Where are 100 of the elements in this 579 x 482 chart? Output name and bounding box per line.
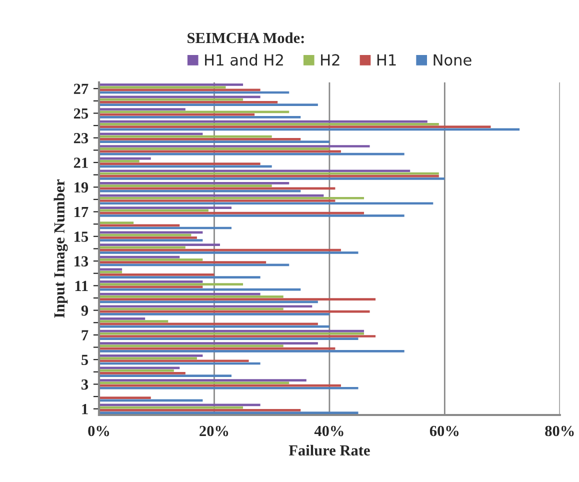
bar bbox=[99, 313, 330, 316]
bar bbox=[99, 338, 358, 340]
bar bbox=[99, 148, 330, 150]
bar bbox=[99, 298, 376, 300]
y-axis-title: Input Image Number bbox=[54, 179, 68, 318]
bar bbox=[99, 354, 203, 357]
bar bbox=[99, 138, 301, 140]
bar bbox=[99, 404, 260, 406]
bar bbox=[99, 408, 301, 412]
bar bbox=[99, 372, 186, 374]
bar bbox=[99, 236, 197, 239]
bar bbox=[99, 374, 232, 377]
y-tick-label: 27 bbox=[74, 84, 88, 94]
bar bbox=[99, 320, 168, 322]
bar bbox=[99, 140, 330, 143]
bar bbox=[99, 182, 290, 184]
bar bbox=[99, 322, 318, 326]
legend-title: SEIMCHA Mode: bbox=[188, 32, 304, 44]
legend-label: H2 bbox=[321, 54, 340, 66]
bar bbox=[99, 382, 290, 384]
bar bbox=[99, 165, 272, 168]
bar bbox=[99, 174, 439, 178]
legend-label: H1 bbox=[377, 54, 396, 66]
bar bbox=[99, 116, 301, 118]
bar bbox=[99, 295, 284, 298]
legend-label: H1 and H2 bbox=[205, 54, 283, 66]
bar bbox=[99, 126, 491, 128]
x-tick-label: 40% bbox=[314, 426, 344, 436]
bar bbox=[99, 369, 174, 372]
bar bbox=[99, 123, 439, 126]
bar bbox=[99, 256, 180, 258]
y-tick-label: 13 bbox=[74, 256, 88, 266]
bar bbox=[99, 276, 260, 278]
bar bbox=[99, 196, 364, 200]
bar bbox=[99, 145, 370, 148]
y-tick-label: 11 bbox=[75, 280, 88, 291]
bar bbox=[99, 104, 318, 106]
bar bbox=[99, 379, 306, 382]
bar bbox=[99, 83, 244, 86]
bar bbox=[99, 342, 318, 345]
x-tick-label: 60% bbox=[430, 426, 459, 436]
bar bbox=[99, 162, 260, 165]
bar bbox=[99, 200, 336, 202]
y-tick-label: 1 bbox=[82, 404, 88, 414]
bar bbox=[99, 108, 186, 110]
bar bbox=[99, 357, 197, 360]
y-tick-label: 23 bbox=[74, 133, 88, 144]
bar bbox=[99, 244, 220, 246]
bar bbox=[99, 224, 180, 227]
bar bbox=[99, 88, 260, 92]
y-tick-label: 21 bbox=[74, 158, 88, 168]
bar bbox=[99, 132, 203, 136]
x-tick-label: 0% bbox=[88, 426, 110, 436]
bar bbox=[99, 110, 290, 114]
bar bbox=[99, 152, 404, 156]
bar bbox=[99, 280, 203, 283]
bar bbox=[99, 101, 278, 104]
x-tick-label: 20% bbox=[200, 426, 228, 436]
bar bbox=[99, 273, 214, 276]
bar bbox=[99, 261, 266, 264]
bar bbox=[99, 214, 404, 217]
bar bbox=[99, 332, 364, 335]
bar bbox=[99, 251, 358, 254]
bar bbox=[99, 86, 226, 88]
bar bbox=[99, 396, 151, 400]
bar bbox=[99, 178, 445, 180]
bar bbox=[99, 170, 410, 172]
bar bbox=[99, 202, 434, 205]
bar bbox=[99, 310, 370, 313]
bar bbox=[99, 386, 358, 390]
y-tick-label: 3 bbox=[82, 379, 88, 390]
bar bbox=[99, 335, 376, 338]
bar bbox=[99, 288, 301, 291]
bar bbox=[99, 300, 318, 304]
bar bbox=[99, 318, 146, 320]
y-tick-label: 17 bbox=[74, 206, 88, 218]
bar bbox=[99, 184, 272, 187]
bar bbox=[99, 268, 122, 271]
bar bbox=[99, 239, 203, 242]
bar bbox=[99, 246, 186, 249]
bar bbox=[99, 120, 428, 123]
bar bbox=[99, 234, 192, 236]
y-tick-label: 25 bbox=[74, 108, 88, 119]
y-tick-label: 7 bbox=[82, 330, 88, 340]
bar bbox=[99, 222, 134, 224]
y-tick-label: 15 bbox=[74, 232, 88, 242]
y-tick-label: 9 bbox=[81, 305, 88, 316]
bar bbox=[99, 360, 249, 362]
bar bbox=[99, 412, 358, 414]
x-axis-title: Failure Rate bbox=[288, 444, 370, 456]
bar bbox=[99, 350, 404, 352]
bar bbox=[99, 305, 312, 308]
bar bbox=[99, 258, 203, 261]
y-tick-label: 19 bbox=[74, 182, 88, 193]
bar bbox=[99, 160, 140, 162]
bar bbox=[99, 206, 232, 210]
legend-label: None bbox=[434, 54, 472, 66]
bar bbox=[99, 98, 244, 101]
x-tick-label: 80% bbox=[545, 426, 574, 436]
bar bbox=[99, 283, 244, 286]
